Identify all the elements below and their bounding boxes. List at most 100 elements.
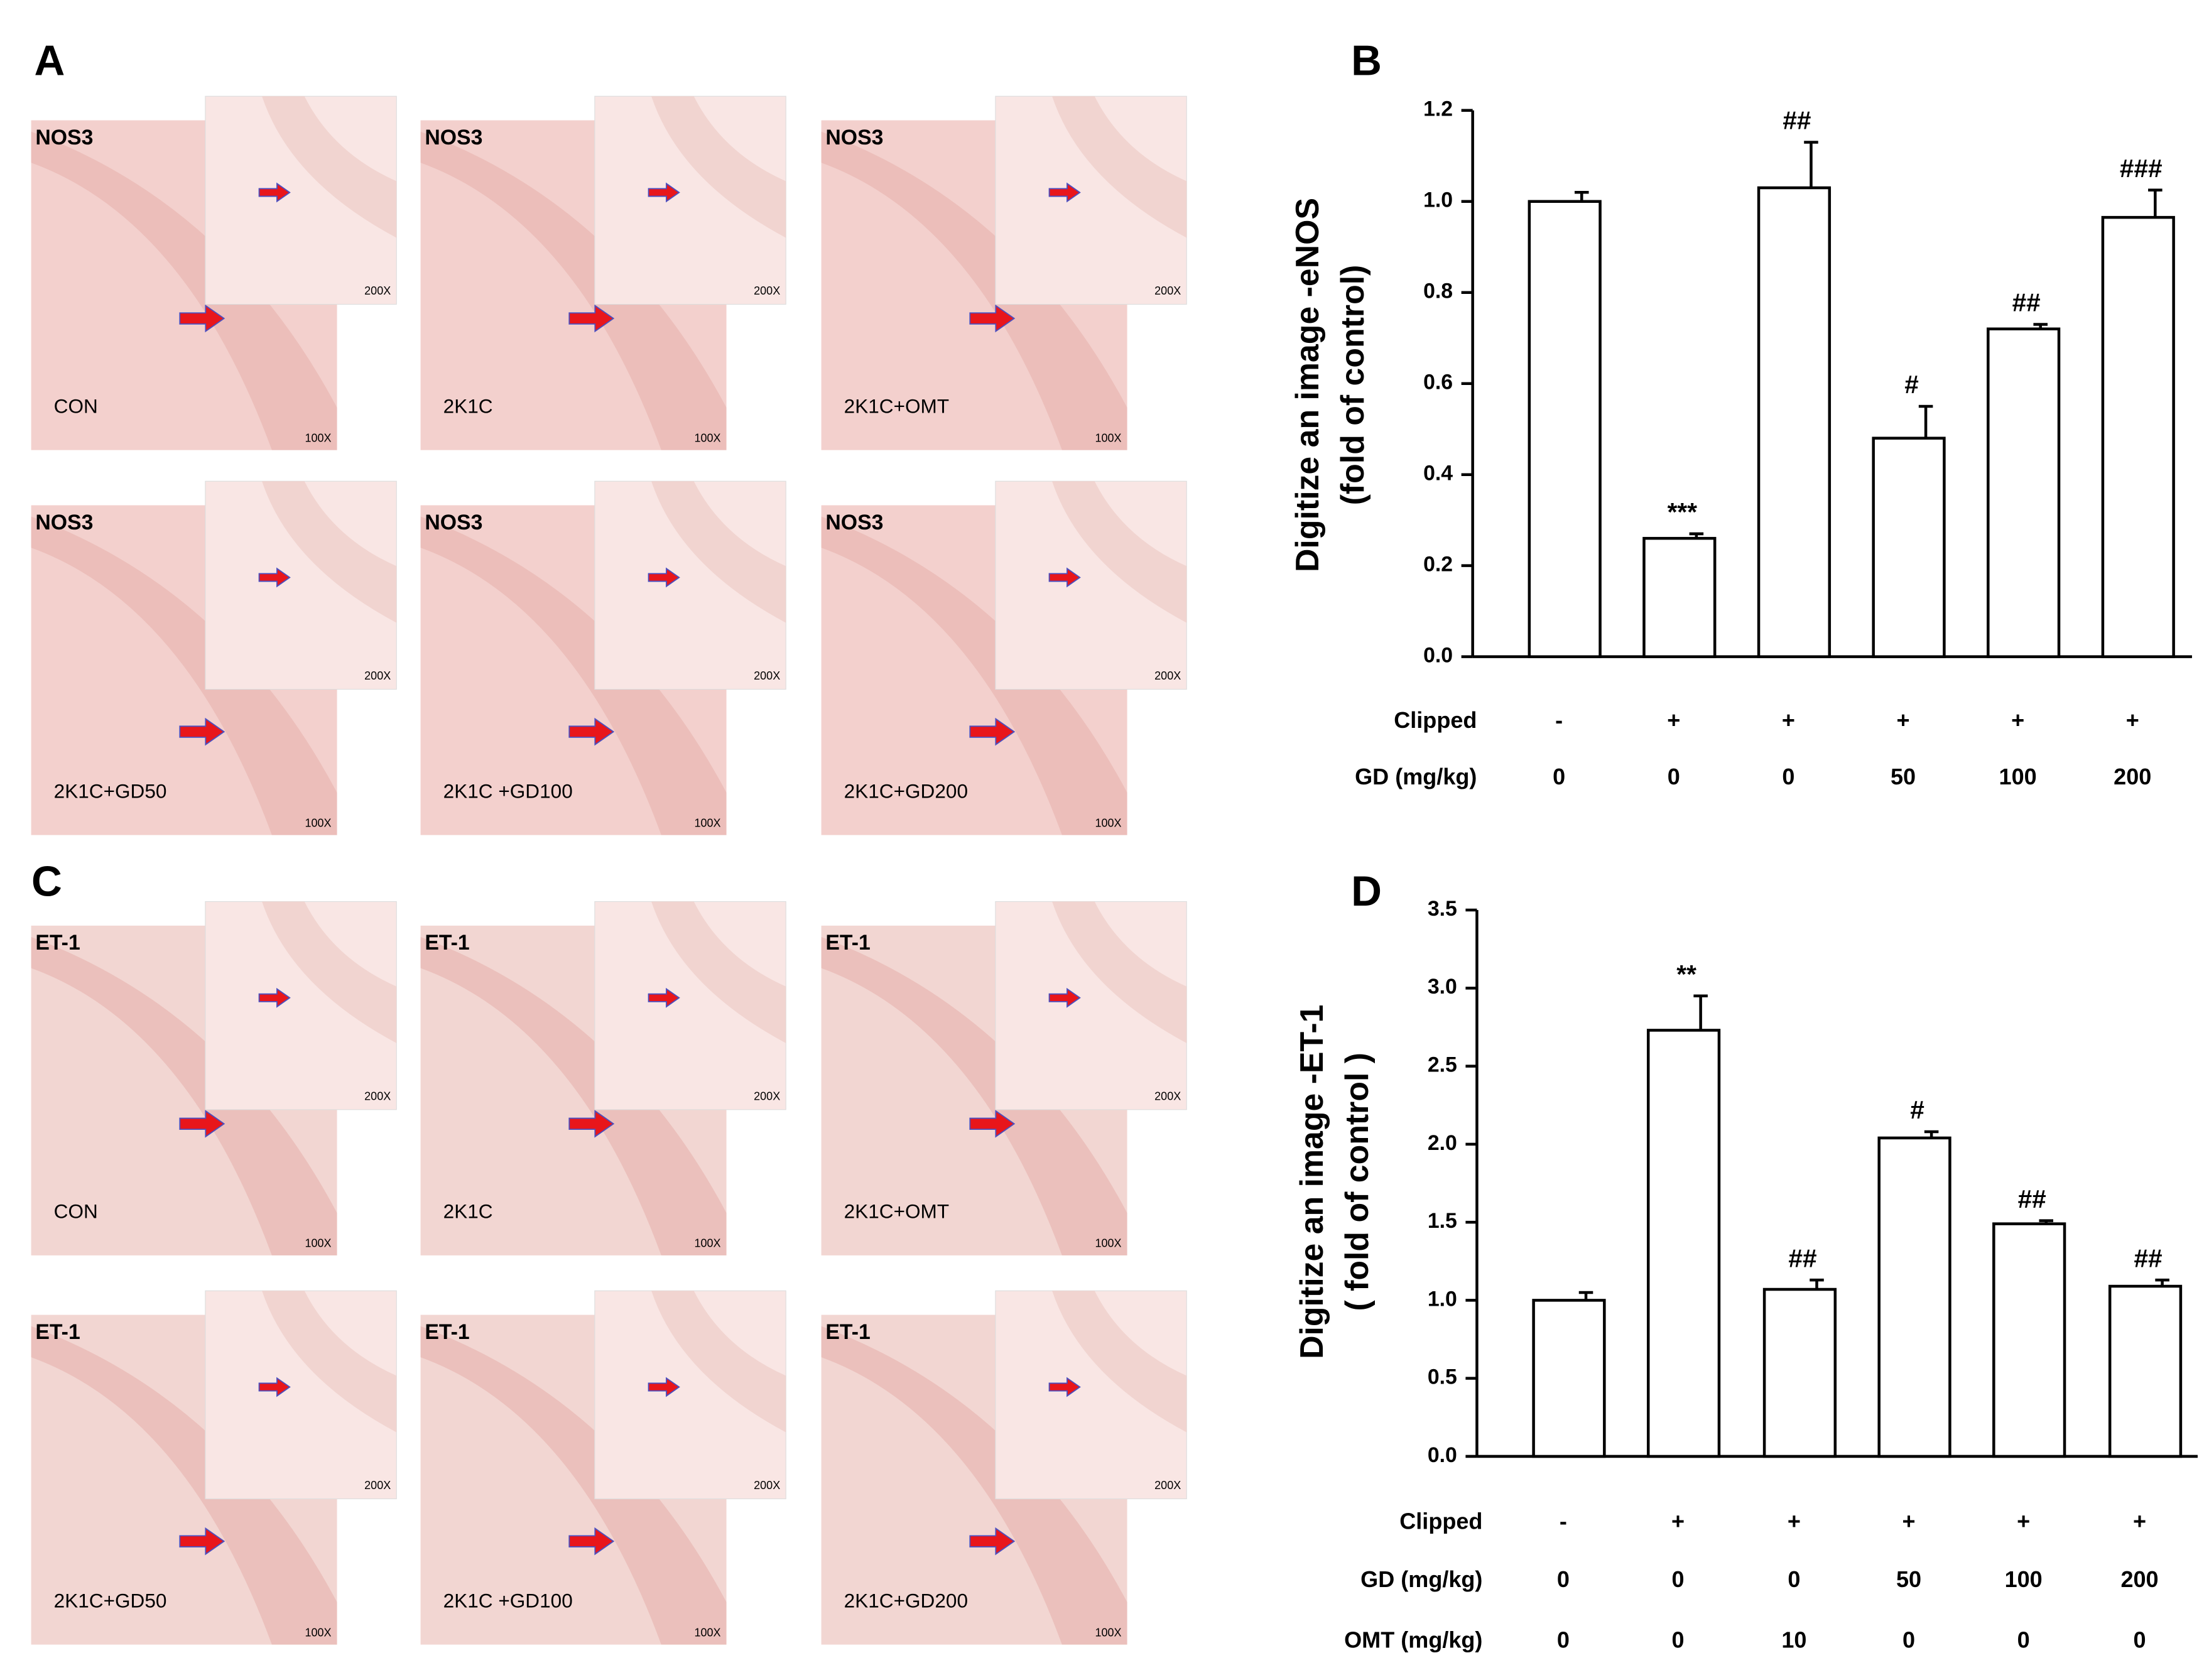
row-cell: 0: [1902, 1627, 1915, 1653]
inset-magnification: 200X: [754, 669, 780, 682]
inset-magnification: 200X: [364, 1090, 391, 1102]
inset-vessel-wall: [1052, 96, 1187, 238]
vessel-wall: [31, 1326, 337, 1645]
inset-magnification: 200X: [754, 1090, 780, 1102]
main-magnification: 100X: [694, 816, 720, 829]
group-label: 2K1C: [443, 394, 493, 417]
row-cell: 0: [1788, 1566, 1800, 1592]
row-cell: 0: [1557, 1566, 1570, 1592]
arrow: [258, 182, 291, 203]
arrow: [258, 567, 291, 588]
row-cell: 10: [1781, 1627, 1806, 1653]
y-tick-label: 0.0: [1428, 1443, 1457, 1467]
significance-label: ##: [2018, 1184, 2046, 1213]
stain-label: ET-1: [35, 1320, 80, 1344]
inset-vessel-wall: [1052, 1291, 1187, 1433]
inset-vessel-wall: [262, 1291, 397, 1433]
arrow: [969, 717, 1016, 746]
main-magnification: 100X: [1095, 431, 1121, 444]
arrow: [568, 1527, 615, 1556]
arrow: [258, 987, 291, 1008]
bar: [1532, 1299, 1606, 1458]
main-magnification: 100X: [694, 1626, 720, 1639]
y-tick-label: 1.2: [1423, 97, 1453, 121]
y-axis-label: Digitize an image -ET-1: [1293, 1005, 1330, 1359]
group-label: 2K1C+OMT: [844, 394, 949, 417]
y-axis-label: (fold of control): [1334, 265, 1370, 506]
arrow: [969, 304, 1016, 333]
arrow: [179, 304, 225, 333]
group-label: 2K1C+GD200: [844, 1589, 968, 1612]
significance-label: ##: [1788, 1244, 1816, 1272]
arrow: [179, 717, 225, 746]
vessel-wall: [31, 516, 337, 835]
group-label: CON: [54, 394, 98, 417]
significance-label: #: [1904, 370, 1919, 399]
bar: [1987, 327, 2061, 658]
arrow: [568, 717, 615, 746]
inset-vessel-wall: [651, 481, 786, 623]
inset-magnification: 200X: [754, 1479, 780, 1492]
arrow: [1048, 567, 1081, 588]
main-magnification: 100X: [694, 431, 720, 444]
row-label: OMT (mg/kg): [1344, 1627, 1482, 1653]
y-tick-label: 1.5: [1428, 1209, 1457, 1233]
arrow: [648, 987, 680, 1008]
panel-label: C: [31, 858, 62, 905]
inset-vessel-wall: [651, 901, 786, 1043]
y-tick-label: 0.2: [1423, 553, 1453, 577]
arrow: [648, 182, 680, 203]
significance-label: ##: [2134, 1244, 2162, 1272]
vessel-wall: [420, 516, 727, 835]
group-label: 2K1C +GD100: [443, 779, 573, 802]
bar: [2101, 215, 2175, 658]
bar: [1646, 1029, 1721, 1458]
significance-label: ***: [1668, 497, 1698, 526]
bar: [1757, 186, 1832, 658]
arrow: [258, 1377, 291, 1397]
bar: [1762, 1287, 1837, 1458]
row-label: Clipped: [1394, 707, 1477, 733]
row-cell: 0: [1557, 1627, 1570, 1653]
row-cell: +: [2017, 1508, 2030, 1534]
row-cell: -: [1560, 1508, 1567, 1534]
panel-label: B: [1351, 37, 1382, 84]
y-tick-label: 0.6: [1423, 371, 1453, 394]
panel-label: D: [1351, 868, 1382, 915]
inset-magnification: 200X: [754, 285, 780, 297]
row-cell: 0: [1668, 764, 1680, 789]
inset-vessel-wall: [1052, 901, 1187, 1043]
significance-label: ###: [2120, 154, 2163, 183]
group-label: 2K1C: [443, 1200, 493, 1223]
stain-label: ET-1: [425, 1320, 469, 1344]
stain-label: NOS3: [35, 126, 93, 149]
y-tick-label: 1.0: [1428, 1287, 1457, 1311]
group-label: 2K1C+GD50: [54, 1589, 167, 1612]
stain-label: ET-1: [425, 931, 469, 955]
stain-label: NOS3: [425, 126, 482, 149]
y-tick-label: 0.5: [1428, 1365, 1457, 1389]
arrow: [1048, 182, 1081, 203]
row-cell: 100: [2005, 1566, 2043, 1592]
row-label: GD (mg/kg): [1360, 1566, 1482, 1592]
arrow: [969, 1110, 1016, 1138]
row-cell: +: [1671, 1508, 1685, 1534]
arrow: [648, 1377, 680, 1397]
arrow: [179, 1110, 225, 1138]
arrow: [648, 567, 680, 588]
row-cell: 0: [1672, 1566, 1685, 1592]
row-cell: 0: [1782, 764, 1794, 789]
inset-vessel-wall: [262, 901, 397, 1043]
main-magnification: 100X: [305, 1237, 331, 1250]
bar: [2108, 1284, 2183, 1458]
y-tick-label: 1.0: [1423, 188, 1453, 212]
bar: [1877, 1136, 1951, 1458]
arrow: [1048, 1377, 1081, 1397]
stain-label: ET-1: [825, 931, 870, 955]
row-cell: +: [1902, 1508, 1916, 1534]
main-magnification: 100X: [1095, 1237, 1121, 1250]
inset-vessel-wall: [262, 481, 397, 623]
vessel-wall: [31, 936, 337, 1255]
row-cell: +: [2126, 707, 2139, 733]
